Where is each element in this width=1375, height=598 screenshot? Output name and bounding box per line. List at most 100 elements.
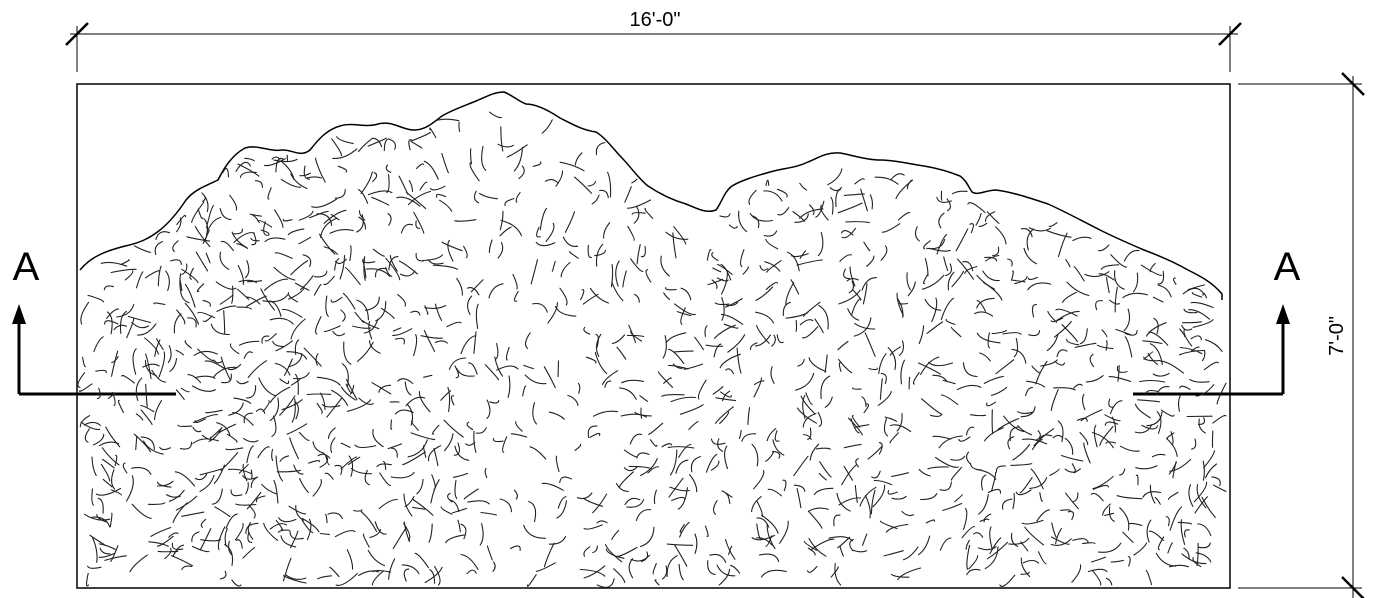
rock-texture-stroke [629, 433, 643, 445]
rock-texture-stroke [172, 240, 179, 253]
rock-texture-stroke [715, 397, 737, 402]
rock-texture-stroke [1035, 360, 1048, 385]
rock-texture-stroke [261, 483, 278, 495]
rock-texture-stroke [1212, 414, 1227, 424]
rock-texture-stroke [98, 552, 116, 558]
rock-texture-stroke [110, 489, 122, 496]
rock-texture-stroke [463, 488, 479, 500]
rock-texture-stroke [203, 315, 213, 323]
rock-texture-stroke [404, 495, 415, 508]
rock-texture-stroke [1196, 542, 1199, 567]
rock-texture-stroke [790, 253, 809, 258]
height-dimension-label: 7'-0" [1326, 316, 1348, 356]
rock-texture-stroke [486, 545, 493, 561]
rock-texture-stroke [91, 456, 97, 477]
rock-texture-stroke [323, 209, 347, 224]
rock-texture-stroke [513, 489, 518, 500]
rock-texture-stroke [246, 385, 257, 399]
rock-texture-stroke [181, 511, 205, 517]
rock-texture-stroke [280, 535, 297, 548]
rock-texture-stroke [348, 455, 354, 477]
rock-texture-stroke [213, 366, 238, 378]
rock-texture-stroke [653, 489, 657, 505]
rock-texture-stroke [617, 546, 638, 557]
rock-texture-stroke [236, 306, 252, 310]
rock-texture-stroke [234, 523, 244, 541]
rock-texture-stroke [100, 463, 111, 482]
rock-texture-stroke [526, 574, 537, 587]
rock-texture-stroke [366, 268, 391, 277]
rock-texture-stroke [663, 377, 672, 384]
rock-texture-stroke [963, 507, 968, 530]
rock-texture-stroke [921, 398, 942, 415]
rock-texture-stroke [277, 529, 290, 533]
rock-texture-stroke [110, 268, 137, 274]
rock-texture-stroke [126, 318, 135, 339]
rock-texture-stroke [222, 167, 230, 178]
rock-texture-stroke [1159, 360, 1184, 374]
rock-texture-stroke [1054, 360, 1066, 366]
rock-texture-stroke [358, 397, 374, 405]
rock-texture-stroke [750, 342, 758, 351]
rock-texture-stroke [1072, 492, 1079, 503]
rock-texture-stroke [82, 356, 86, 368]
rock-texture-stroke [1076, 417, 1088, 422]
rock-texture-stroke [224, 543, 234, 566]
rock-texture-stroke [293, 464, 304, 475]
rock-texture-stroke [77, 372, 86, 388]
rock-texture-stroke [774, 430, 780, 442]
rock-texture [77, 111, 1227, 588]
rock-texture-stroke [995, 226, 1007, 245]
rock-texture-stroke [179, 441, 193, 450]
rock-texture-stroke [233, 397, 252, 404]
rock-texture-stroke [202, 299, 211, 307]
rock-texture-stroke [1110, 559, 1124, 563]
rock-texture-stroke [751, 534, 776, 541]
rock-texture-stroke [446, 321, 462, 328]
rock-texture-stroke [765, 179, 770, 187]
rock-texture-stroke [1082, 393, 1086, 411]
rock-texture-stroke [1098, 244, 1110, 252]
rock-texture-stroke [1182, 321, 1203, 324]
rock-texture-stroke [754, 380, 765, 386]
rock-texture-stroke [201, 192, 209, 213]
rock-texture-stroke [799, 250, 807, 259]
rock-texture-stroke [810, 538, 835, 551]
rock-texture-stroke [470, 279, 484, 293]
rock-texture-stroke [427, 259, 444, 265]
rock-texture-stroke [1050, 538, 1072, 546]
rock-texture-stroke [879, 378, 883, 400]
rock-texture-stroke [263, 158, 286, 167]
rock-texture-stroke [657, 371, 674, 388]
rock-texture-stroke [950, 326, 962, 338]
rock-texture-stroke [312, 441, 325, 454]
rock-texture-stroke [415, 163, 425, 170]
rock-texture-stroke [512, 273, 518, 290]
rock-texture-stroke [924, 258, 929, 277]
rock-texture-stroke [1184, 529, 1190, 538]
rock-texture-stroke [947, 271, 955, 291]
rock-texture-stroke [430, 479, 440, 504]
rock-texture-stroke [1065, 259, 1071, 268]
rock-texture-stroke [117, 399, 125, 414]
rock-texture-stroke [219, 251, 230, 270]
rock-texture-stroke [230, 489, 243, 497]
rock-texture-stroke [334, 464, 343, 475]
rock-texture-stroke [96, 387, 101, 400]
rock-texture-stroke [469, 162, 480, 182]
rock-texture-stroke [243, 438, 259, 443]
rock-texture-stroke [111, 355, 119, 364]
rock-texture-stroke [497, 143, 515, 148]
rock-texture-stroke [891, 495, 907, 500]
rock-texture-stroke [787, 251, 800, 272]
rock-texture-stroke [1024, 526, 1045, 546]
rock-texture-stroke [1092, 484, 1110, 490]
rock-texture-stroke [926, 239, 946, 250]
rock-texture-stroke [951, 190, 968, 195]
rock-texture-stroke [1152, 372, 1170, 377]
rock-texture-stroke [849, 538, 854, 552]
rock-texture-stroke [205, 252, 211, 264]
rock-texture-stroke [394, 337, 405, 345]
rock-texture-stroke [809, 443, 820, 461]
rock-texture-stroke [939, 481, 952, 491]
